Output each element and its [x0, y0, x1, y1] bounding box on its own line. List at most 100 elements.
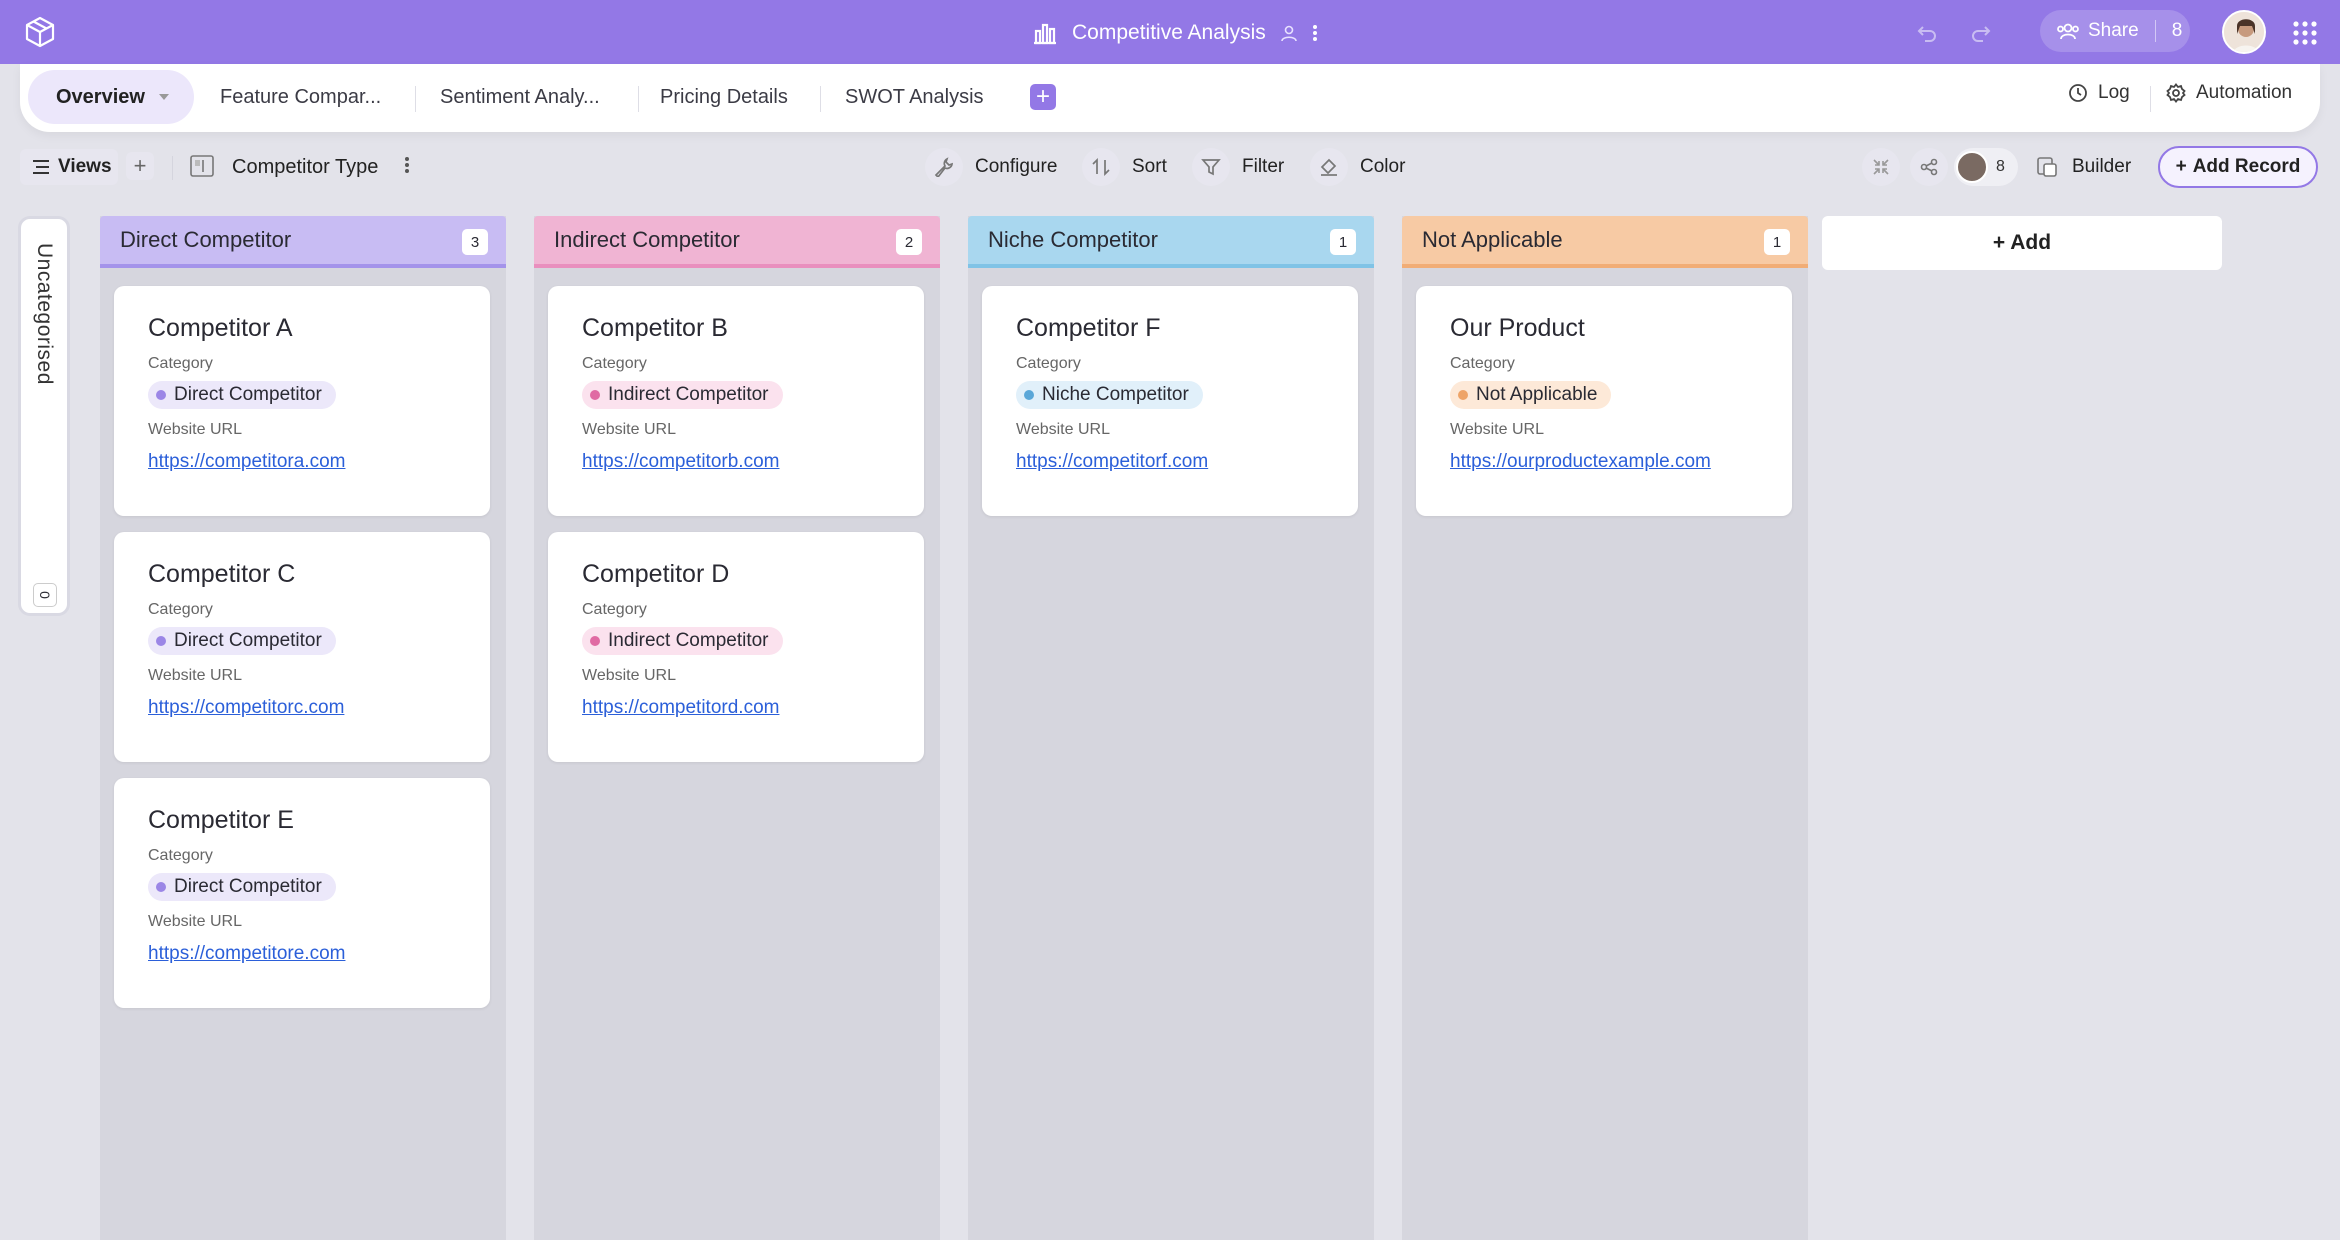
- add-view-plus-button[interactable]: +: [126, 152, 154, 180]
- column-niche-competitor: Niche Competitor 1 Competitor F Category…: [968, 216, 1374, 1240]
- toolbar: Views + Competitor Type Configure Sort F…: [0, 140, 2340, 200]
- column-title: Indirect Competitor: [554, 227, 740, 252]
- column-title: Niche Competitor: [988, 227, 1158, 252]
- record-card[interactable]: Competitor F Category Niche Competitor W…: [982, 286, 1358, 516]
- share-label: Share: [2088, 20, 2139, 41]
- views-button[interactable]: Views: [20, 149, 118, 185]
- tab-label: SWOT Analysis: [845, 85, 984, 108]
- field-label: Website URL: [148, 421, 242, 438]
- column-header[interactable]: Niche Competitor 1: [968, 216, 1374, 268]
- user-avatar[interactable]: [2222, 10, 2266, 54]
- add-column-button[interactable]: + Add: [1822, 216, 2222, 270]
- tab-pricing-details[interactable]: Pricing Details: [660, 70, 788, 124]
- bar-chart-icon: [1032, 21, 1058, 45]
- collaborators-count: 8: [1996, 158, 2005, 175]
- badge-label: Direct Competitor: [174, 876, 322, 897]
- record-card[interactable]: Competitor D Category Indirect Competito…: [548, 532, 924, 762]
- view-tabs-bar: Overview Feature Compar... Sentiment Ana…: [20, 64, 2320, 132]
- field-label: Category: [1450, 355, 1515, 372]
- log-label: Log: [2098, 82, 2130, 103]
- column-header[interactable]: Indirect Competitor 2: [534, 216, 940, 268]
- sort-button[interactable]: Sort: [1082, 148, 1167, 186]
- badge-label: Direct Competitor: [174, 630, 322, 651]
- column-count: 1: [1764, 229, 1790, 255]
- add-record-button[interactable]: + Add Record: [2158, 146, 2318, 188]
- record-card[interactable]: Competitor E Category Direct Competitor …: [114, 778, 490, 1008]
- uncategorised-label: Uncategorised: [33, 243, 56, 385]
- filter-button[interactable]: Filter: [1192, 148, 1284, 186]
- undo-icon[interactable]: [1914, 20, 1940, 46]
- clock-icon: [2068, 83, 2088, 103]
- column-indirect-competitor: Indirect Competitor 2 Competitor B Categ…: [534, 216, 940, 1240]
- website-link[interactable]: https://competitorf.com: [1016, 451, 1209, 472]
- collapse-icon[interactable]: [1862, 148, 1900, 186]
- group-by-field[interactable]: Competitor Type: [232, 156, 379, 178]
- configure-button[interactable]: Configure: [925, 148, 1057, 186]
- share-count: 8: [2171, 20, 2183, 41]
- user-access-icon[interactable]: [1280, 24, 1298, 42]
- field-label: Category: [582, 355, 647, 372]
- badge-label: Niche Competitor: [1042, 384, 1189, 405]
- uncategorised-column-collapsed[interactable]: Uncategorised 0: [18, 216, 70, 616]
- automation-button[interactable]: Automation: [2166, 82, 2292, 104]
- website-link[interactable]: https://competitora.com: [148, 451, 346, 472]
- share-icon[interactable]: [1910, 148, 1948, 186]
- more-vertical-icon[interactable]: [404, 154, 410, 176]
- website-link[interactable]: https://competitorb.com: [582, 451, 780, 472]
- website-link[interactable]: https://ourproductexample.com: [1450, 451, 1711, 472]
- tab-sentiment-analysis[interactable]: Sentiment Analy...: [440, 70, 600, 124]
- column-header[interactable]: Not Applicable 1: [1402, 216, 1808, 268]
- record-card[interactable]: Competitor B Category Indirect Competito…: [548, 286, 924, 516]
- badge-label: Indirect Competitor: [608, 384, 769, 405]
- record-card[interactable]: Our Product Category Not Applicable Webs…: [1416, 286, 1792, 516]
- share-button[interactable]: Share 8: [2040, 10, 2190, 52]
- color-label: Color: [1360, 156, 1406, 177]
- filter-icon: [1192, 148, 1230, 186]
- log-button[interactable]: Log: [2068, 82, 2130, 104]
- add-view-button[interactable]: +: [1030, 84, 1056, 110]
- collaborator-avatar: [1956, 151, 1988, 183]
- column-count: 1: [1330, 229, 1356, 255]
- tab-swot-analysis[interactable]: SWOT Analysis: [845, 70, 984, 124]
- builder-button[interactable]: Builder: [2036, 148, 2131, 186]
- builder-label: Builder: [2072, 156, 2132, 177]
- column-not-applicable: Not Applicable 1 Our Product Category No…: [1402, 216, 1808, 1240]
- tab-overview[interactable]: Overview: [28, 70, 194, 124]
- column-title: Not Applicable: [1422, 227, 1563, 252]
- field-label: Category: [148, 355, 213, 372]
- field-label: Website URL: [148, 913, 242, 930]
- kanban-board: Uncategorised 0 Direct Competitor 3 Comp…: [0, 200, 2340, 1240]
- automation-label: Automation: [2196, 82, 2293, 103]
- card-title: Our Product: [1450, 314, 1585, 342]
- website-link[interactable]: https://competitorc.com: [148, 697, 345, 718]
- record-card[interactable]: Competitor C Category Direct Competitor …: [114, 532, 490, 762]
- cube-logo-icon[interactable]: [22, 14, 58, 50]
- apps-grid-icon[interactable]: [2292, 20, 2318, 46]
- color-button[interactable]: Color: [1310, 148, 1405, 186]
- card-title: Competitor C: [148, 560, 296, 588]
- column-header[interactable]: Direct Competitor 3: [100, 216, 506, 268]
- category-badge: Direct Competitor: [148, 627, 336, 655]
- tab-label: Pricing Details: [660, 85, 788, 108]
- kanban-view-icon: [190, 155, 214, 177]
- gear-icon: [2166, 83, 2186, 103]
- app-title: Competitive Analysis: [1072, 21, 1266, 44]
- field-label: Website URL: [582, 421, 676, 438]
- more-vertical-icon[interactable]: [1312, 23, 1318, 43]
- sort-label: Sort: [1132, 156, 1167, 177]
- website-link[interactable]: https://competitord.com: [582, 697, 780, 718]
- collaborators[interactable]: 8: [1954, 148, 2018, 186]
- record-card[interactable]: Competitor A Category Direct Competitor …: [114, 286, 490, 516]
- card-title: Competitor F: [1016, 314, 1161, 342]
- card-title: Competitor D: [582, 560, 730, 588]
- card-title: Competitor A: [148, 314, 293, 342]
- badge-label: Not Applicable: [1476, 384, 1598, 405]
- menu-icon: [32, 160, 50, 174]
- sort-icon: [1082, 148, 1120, 186]
- tab-feature-comparison[interactable]: Feature Compar...: [220, 70, 381, 124]
- website-link[interactable]: https://competitore.com: [148, 943, 346, 964]
- card-title: Competitor E: [148, 806, 294, 834]
- wrench-icon: [925, 148, 963, 186]
- column-count: 2: [896, 229, 922, 255]
- redo-icon[interactable]: [1968, 20, 1994, 46]
